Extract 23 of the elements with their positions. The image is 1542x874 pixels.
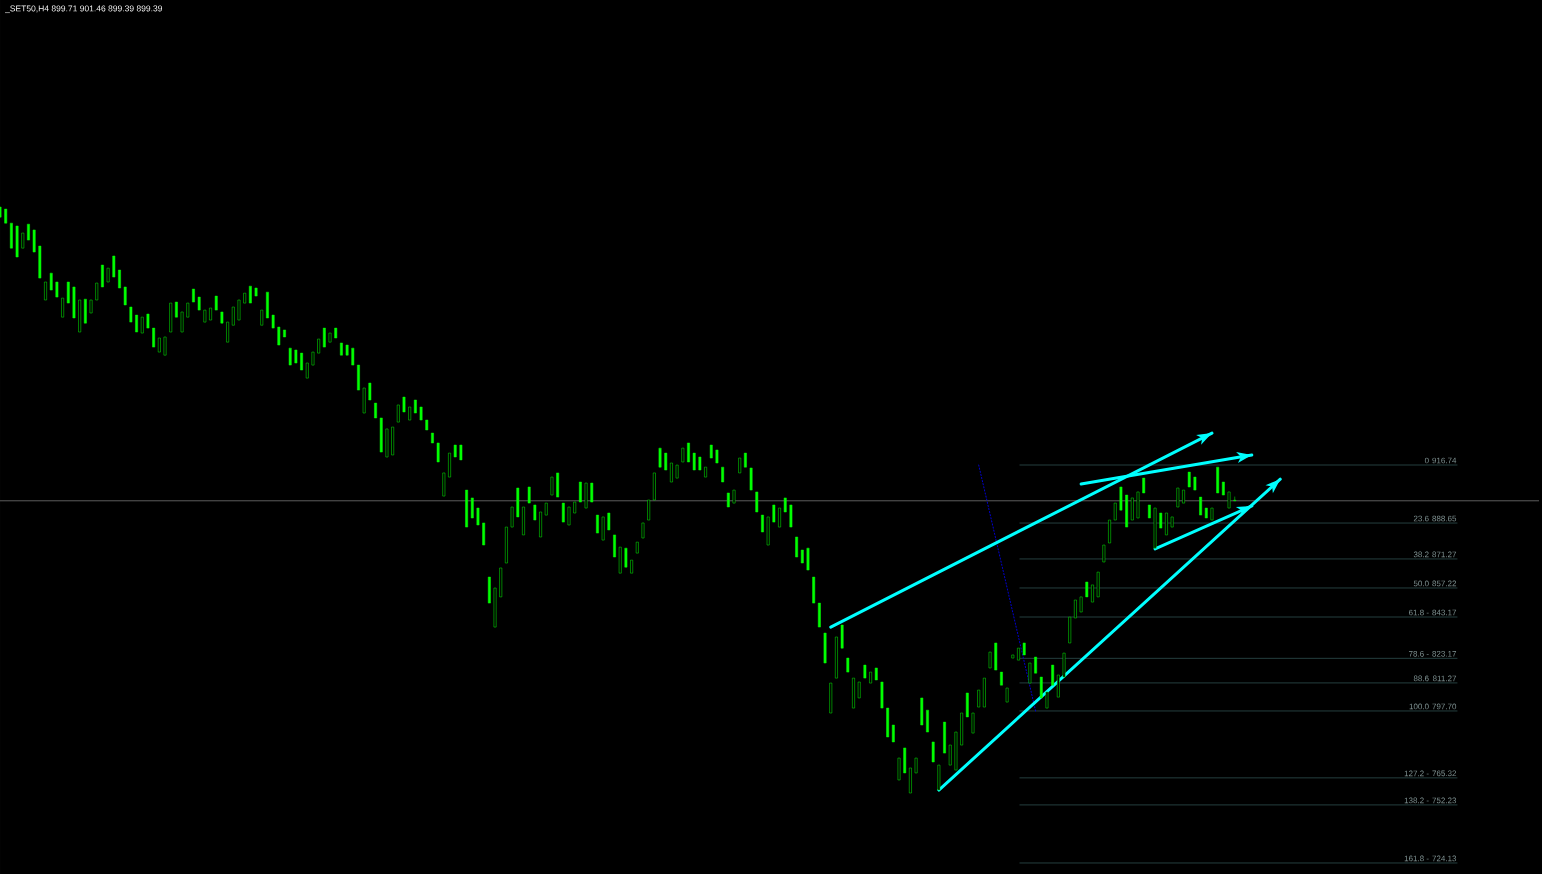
annotation: 138.2 - <box>1404 797 1429 804</box>
annotation: 23.6 <box>1413 515 1429 522</box>
y-tick-label: 823.17 <box>1432 650 1457 657</box>
annotation: 61.8 - <box>1408 609 1429 616</box>
y-tick-label: 765.32 <box>1432 770 1457 777</box>
y-tick-label: 752.23 <box>1432 797 1457 804</box>
y-tick-label: 857.22 <box>1432 580 1457 587</box>
annotation: 161.8 - <box>1404 855 1429 862</box>
text: _SET50,H4 899.71 901.46 899.39 899.39 <box>4 5 163 14</box>
annotation: 78.6 - <box>1408 650 1429 657</box>
y-tick-label: 916.74 <box>1432 457 1457 464</box>
annotation: 0 <box>1424 457 1429 464</box>
y-tick-label: 797.70 <box>1432 703 1457 710</box>
annotation: 38.2 <box>1413 551 1429 558</box>
annotation: 100.0 <box>1409 703 1429 710</box>
y-tick-label: 888.65 <box>1432 515 1457 522</box>
annotation: 50.0 <box>1413 580 1429 587</box>
annotation: 88.6 <box>1413 675 1429 682</box>
y-tick-label: 811.27 <box>1432 675 1457 682</box>
y-tick-label: 871.27 <box>1432 551 1457 558</box>
y-tick-label: 843.17 <box>1432 609 1457 616</box>
annotation: 127.2 - <box>1404 770 1429 777</box>
y-tick-label: 724.13 <box>1432 855 1457 862</box>
